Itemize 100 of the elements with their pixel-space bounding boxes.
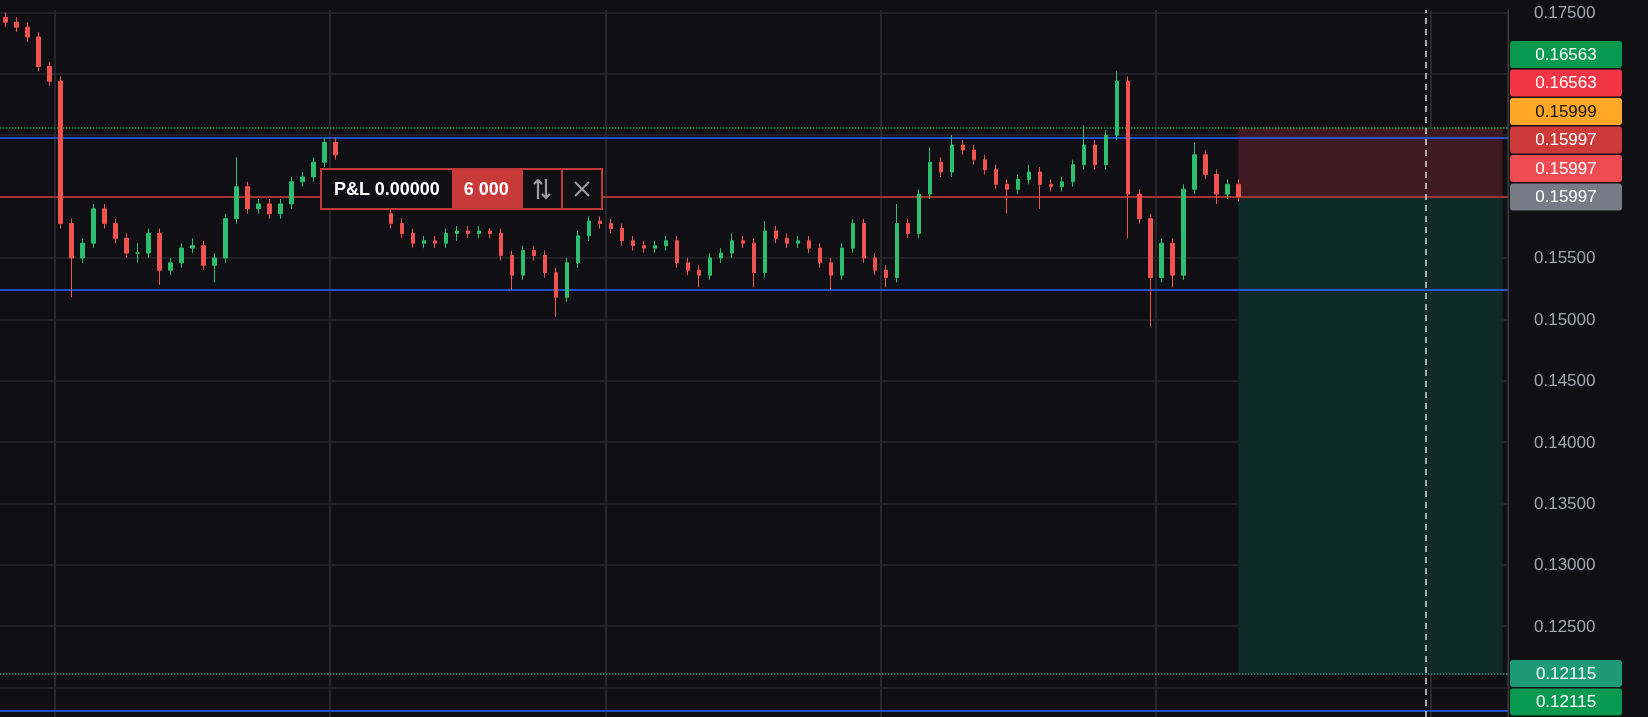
text: 0.15999: [1535, 101, 1597, 121]
candlestick: [201, 240, 206, 271]
candlestick: [609, 218, 613, 234]
candlestick: [576, 230, 580, 269]
candlestick: [157, 227, 162, 286]
candlestick: [1170, 237, 1175, 288]
candlestick: [961, 139, 965, 156]
candlestick: [102, 203, 107, 229]
candlestick: [818, 242, 822, 269]
candlestick: [851, 218, 855, 254]
candlestick: [422, 235, 426, 249]
candlestick: [730, 232, 734, 259]
candlestick: [774, 225, 778, 244]
candlestick: [256, 198, 261, 215]
candlestick: [1060, 176, 1064, 193]
candlestick: [1203, 149, 1208, 180]
candlestick: [1214, 169, 1219, 205]
candlestick: [389, 208, 393, 229]
candlestick: [1115, 70, 1119, 141]
candlestick: [521, 245, 525, 281]
candlestick: [697, 264, 701, 288]
candlestick: [543, 250, 547, 279]
candlestick: [587, 215, 591, 242]
candlestick: [796, 235, 800, 249]
candlestick: [862, 218, 866, 264]
candlestick: [25, 21, 30, 43]
candlestick: [598, 215, 602, 229]
candlestick: [840, 242, 844, 281]
candlestick: [466, 225, 470, 239]
candlestick: [708, 252, 712, 281]
text: 0.16563: [1535, 73, 1597, 93]
text: 0.16563: [1535, 44, 1597, 64]
candlestick: [917, 188, 921, 239]
candlestick: [113, 218, 118, 244]
candlestick: [1236, 178, 1241, 202]
candlestick: [741, 235, 745, 249]
candlestick: [124, 232, 129, 259]
candlestick: [829, 257, 833, 291]
candlestick: [499, 227, 503, 261]
candlestick: [554, 267, 558, 318]
ref-line-label: 0.12115: [1535, 663, 1597, 683]
candlestick: [477, 225, 481, 239]
candlestick: [245, 181, 250, 215]
candlestick: [1137, 188, 1142, 225]
candlestick: [488, 227, 492, 239]
candlestick: [311, 156, 316, 183]
candlestick: [1159, 237, 1164, 283]
candlestick: [400, 218, 404, 239]
y-tick-label: 0.15500: [1534, 248, 1596, 268]
candlestick: [873, 252, 877, 276]
candlestick: [278, 198, 283, 220]
ref-line-label: 0.15997: [1535, 187, 1597, 207]
candlestick: [91, 203, 96, 249]
y-tick-label: 0.12500: [1534, 616, 1596, 636]
candlestick: [289, 176, 294, 210]
candlestick: [146, 227, 151, 259]
candlestick: [1027, 164, 1031, 185]
candlestick: [36, 31, 41, 72]
y-tick-label: 0.13000: [1534, 555, 1596, 575]
candlestick: [212, 252, 217, 283]
candlestick: [1093, 139, 1097, 171]
candlestick: [675, 235, 679, 269]
candlestick: [950, 134, 954, 178]
candlestick: [1126, 75, 1130, 239]
candlestick: [179, 242, 184, 269]
candlestick: [1225, 178, 1230, 200]
candlestick: [1049, 178, 1053, 193]
candlestick: [267, 198, 272, 220]
candlestick: [69, 218, 74, 298]
candlestick: [631, 235, 635, 252]
candlestick: [763, 220, 767, 279]
candlestick: [686, 257, 690, 276]
y-tick-label: 0.15000: [1534, 309, 1596, 329]
candlestick: [322, 137, 327, 168]
candlestick: [1148, 213, 1153, 328]
y-tick-label: 0.17500: [1534, 2, 1596, 22]
candlestick: [664, 235, 668, 252]
candlestick: [972, 144, 976, 166]
candlestick: [190, 237, 195, 254]
candlestick: [884, 264, 888, 288]
y-tick-label: 0.13500: [1534, 493, 1596, 513]
candlestick: [1038, 166, 1042, 210]
text: 0.12115: [1535, 692, 1597, 712]
candlestick: [1104, 129, 1108, 171]
candlestick: [3, 11, 8, 28]
candlestick: [1181, 183, 1186, 281]
candlestick: [620, 223, 624, 247]
candlestick: [928, 146, 932, 200]
candlestick: [1005, 178, 1009, 215]
candlestick: [411, 227, 415, 249]
candlestick: [58, 75, 63, 229]
candlestick: [168, 257, 173, 276]
candlestick: [333, 137, 338, 161]
candlestick: [719, 247, 723, 264]
candlestick: [135, 242, 140, 264]
candlestick: [807, 235, 811, 254]
y-tick-label: 0.14500: [1534, 371, 1596, 391]
annotation: P&L 0.00000: [334, 178, 440, 200]
candlestick: [234, 156, 239, 225]
candlestick: [433, 235, 437, 249]
